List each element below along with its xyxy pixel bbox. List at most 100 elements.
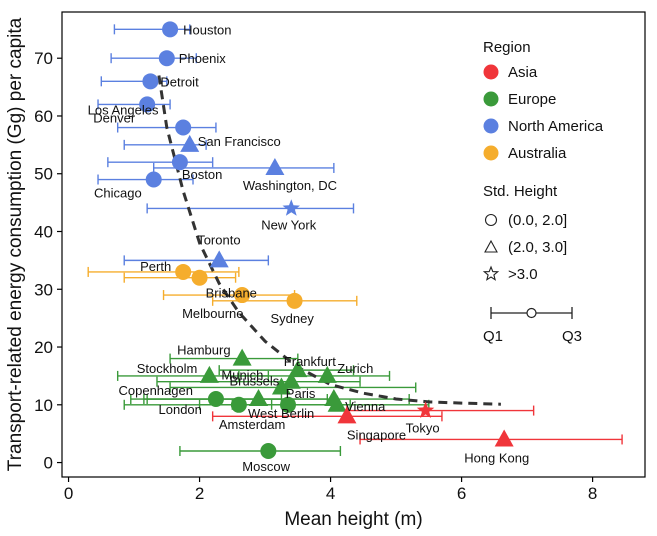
legend-swatch-north-america — [483, 118, 499, 134]
y-tick-label: 30 — [34, 280, 53, 299]
legend-height-label: (0.0, 2.0] — [508, 212, 567, 229]
city-label-copenhagen: Copenhagen — [119, 383, 193, 398]
legend-circle-icon — [484, 213, 498, 227]
legend-height-label: (2.0, 3.0] — [508, 239, 567, 256]
city-label-detroit: Detroit — [160, 74, 199, 89]
x-tick-label: 2 — [195, 484, 204, 503]
point-perth — [175, 263, 192, 280]
point-sydney — [286, 292, 303, 309]
legend-range-center-icon — [526, 307, 537, 319]
city-label-munich: Munich — [221, 368, 263, 383]
point-brussels — [281, 371, 301, 389]
city-label-singapore: Singapore — [347, 427, 406, 442]
point-toronto — [209, 250, 229, 268]
x-tick-label: 6 — [457, 484, 466, 503]
axes-layer: 0 2 4 6 8 0 10 20 30 40 50 60 70 — [34, 11, 646, 503]
point-boston — [171, 154, 188, 171]
y-tick-label: 60 — [34, 107, 53, 126]
point-los-angeles — [175, 119, 192, 136]
point-melbourne — [234, 287, 251, 304]
legend-q3-label: Q3 — [562, 328, 582, 345]
city-label-los-angeles: Los Angeles — [88, 103, 159, 118]
legend-height-title: Std. Height — [483, 183, 558, 200]
point-moscow — [260, 443, 277, 460]
trend-line — [157, 75, 501, 406]
point-london — [207, 391, 224, 408]
city-label-brussels: Brussels — [229, 374, 279, 389]
city-label-stockholm: Stockholm — [137, 361, 198, 376]
city-label-hong-kong: Hong Kong — [464, 451, 529, 466]
legend-label-europe: Europe — [508, 91, 556, 108]
x-tick-label: 4 — [326, 484, 335, 503]
legend-star-icon — [482, 265, 500, 281]
city-label-phoenix: Phoenix — [179, 51, 226, 66]
x-axis-title: Mean height (m) — [284, 509, 422, 530]
y-tick-label: 50 — [34, 165, 53, 184]
point-amsterdam — [230, 396, 247, 413]
city-label-brisbane: Brisbane — [206, 286, 257, 301]
point-denver — [139, 96, 156, 113]
point-washington-dc — [265, 157, 285, 175]
point-vienna — [327, 394, 347, 412]
point-brisbane — [191, 269, 208, 286]
city-label-frankfurt: Frankfurt — [284, 354, 336, 369]
point-singapore — [337, 406, 357, 424]
y-tick-label: 70 — [34, 49, 53, 68]
city-label-houston: Houston — [183, 22, 231, 37]
x-tick-label: 8 — [588, 484, 597, 503]
point-new-york — [282, 199, 300, 216]
city-label-amsterdam: Amsterdam — [219, 417, 285, 432]
legend-swatch-asia — [483, 64, 499, 80]
point-zurich — [317, 365, 337, 383]
city-label-moscow: Moscow — [242, 459, 290, 474]
point-stockholm — [199, 365, 219, 383]
legend-triangle-icon — [484, 239, 498, 253]
point-houston — [162, 21, 179, 38]
city-label-hamburg: Hamburg — [177, 343, 230, 358]
y-tick-label: 40 — [34, 223, 53, 242]
city-label-san-francisco: San Francisco — [198, 134, 281, 149]
legend-swatch-europe — [483, 91, 499, 107]
legend: Region Asia Europe North America Australia St… — [482, 39, 604, 345]
point-hong-kong — [494, 429, 514, 447]
point-phoenix — [158, 50, 175, 67]
trend-layer — [157, 75, 501, 406]
legend-swatch-australia — [483, 145, 499, 161]
x-tick-label: 0 — [64, 484, 73, 503]
point-hamburg — [232, 348, 252, 366]
marker-layer — [139, 21, 514, 460]
city-label-london: London — [159, 402, 202, 417]
city-label-zurich: Zurich — [337, 361, 373, 376]
y-tick-label: 0 — [44, 454, 53, 473]
point-tokyo — [416, 401, 435, 418]
y-axis-title: Transport-related energy consumption (Gg… — [5, 17, 26, 471]
legend-label-australia: Australia — [508, 145, 567, 162]
legend-region-title: Region — [483, 39, 531, 56]
point-san-francisco — [180, 134, 200, 152]
point-chicago — [145, 171, 162, 188]
city-label-tokyo: Tokyo — [406, 421, 440, 436]
y-tick-label: 20 — [34, 338, 53, 357]
city-label-paris: Paris — [286, 386, 316, 401]
legend-height-label: >3.0 — [508, 266, 538, 283]
city-label-washington-dc: Washington, DC — [243, 178, 337, 193]
city-label-west-berlin: West Berlin — [248, 406, 314, 421]
point-frankfurt — [288, 360, 308, 378]
city-label-chicago: Chicago — [94, 186, 142, 201]
city-label-boston: Boston — [182, 167, 222, 182]
plot-frame — [61, 11, 646, 478]
legend-label-north-america: North America — [508, 118, 604, 135]
legend-q1-label: Q1 — [483, 328, 503, 345]
point-detroit — [142, 73, 159, 90]
point-copenhagen — [249, 389, 269, 407]
city-label-melbourne: Melbourne — [182, 306, 243, 321]
city-label-toronto: Toronto — [197, 232, 240, 247]
point-west-berlin — [279, 396, 296, 413]
y-tick-label: 10 — [34, 396, 53, 415]
city-label-sydney: Sydney — [271, 311, 315, 326]
city-label-new-york: New York — [261, 217, 316, 232]
city-label-denver: Denver — [93, 110, 136, 125]
